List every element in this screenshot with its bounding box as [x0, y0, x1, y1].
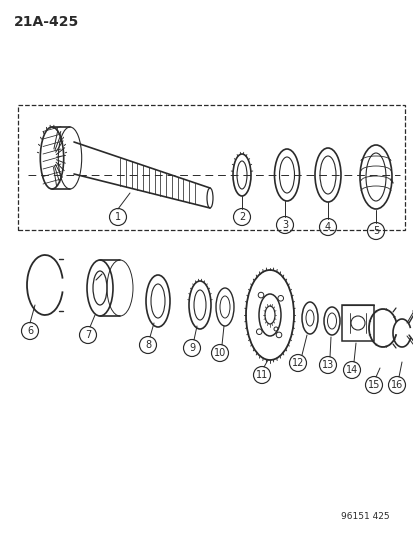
- Bar: [341, 305, 373, 341]
- Bar: [18, 105, 404, 230]
- Text: 2: 2: [238, 212, 244, 222]
- Text: 15: 15: [367, 380, 379, 390]
- Text: 8: 8: [145, 340, 151, 350]
- Text: 14: 14: [345, 365, 357, 375]
- Text: 6: 6: [27, 326, 33, 336]
- Text: 21A-425: 21A-425: [14, 15, 79, 29]
- Text: 4: 4: [324, 222, 330, 232]
- Text: 11: 11: [255, 370, 268, 380]
- Text: 96151 425: 96151 425: [341, 512, 389, 521]
- Text: 10: 10: [214, 348, 225, 358]
- Text: 7: 7: [85, 330, 91, 340]
- Text: 3: 3: [281, 220, 287, 230]
- Text: 1: 1: [115, 212, 121, 222]
- Text: 16: 16: [390, 380, 402, 390]
- Text: 9: 9: [188, 343, 195, 353]
- Text: 12: 12: [291, 358, 304, 368]
- Text: 5: 5: [372, 226, 378, 236]
- Text: 13: 13: [321, 360, 333, 370]
